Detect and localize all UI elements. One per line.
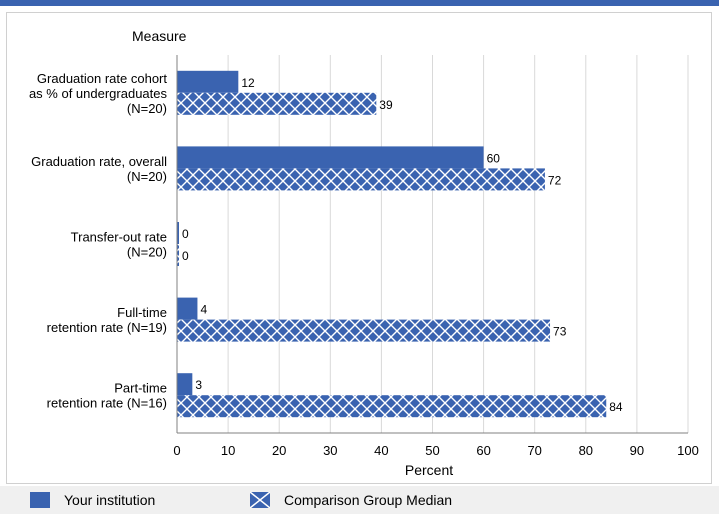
legend-item-your-institution: Your institution	[30, 492, 155, 508]
bar-chart: Measure 12 39 60 72 0 0 4 73 3 84 Graduation rate…	[29, 28, 699, 478]
category-label: (N=20)	[127, 101, 167, 116]
grid	[227, 55, 689, 433]
legend-swatch-crosshatch	[250, 492, 270, 508]
data-label: 39	[379, 98, 393, 112]
bar-comparison-median	[177, 92, 377, 115]
data-label: 60	[487, 151, 501, 165]
data-label: 73	[553, 325, 567, 339]
x-tick-label: 10	[221, 443, 235, 458]
category-label: Graduation rate, overall	[31, 154, 167, 169]
data-label: 84	[609, 400, 623, 414]
legend-label-1: Comparison Group Median	[284, 492, 453, 508]
data-label: 0	[182, 249, 189, 263]
x-axis: 0 10 20 30 40 50 60 70 80 90 100	[173, 55, 699, 458]
x-tick-label: 70	[527, 443, 541, 458]
category-label: (N=20)	[127, 169, 167, 184]
chart-frame: Measure 12 39 60 72 0 0 4 73 3 84 Graduation rate…	[6, 12, 712, 484]
data-label: 0	[182, 227, 189, 241]
data-label: 4	[200, 303, 207, 317]
category-label: Part-time	[114, 381, 167, 396]
x-tick-label: 90	[630, 443, 644, 458]
bar-comparison-median	[177, 244, 179, 266]
x-tick-label: 40	[374, 443, 388, 458]
data-label: 12	[241, 76, 255, 90]
legend-item-comparison-median: Comparison Group Median	[250, 492, 452, 508]
category-label: Full-time	[117, 305, 167, 320]
data-label: 3	[195, 378, 202, 392]
x-tick-label: 50	[425, 443, 439, 458]
legend-swatch-solid	[30, 492, 50, 508]
x-tick-label: 0	[173, 443, 180, 458]
legend: Your institution Comparison Group Median	[0, 486, 719, 514]
x-tick-label: 20	[272, 443, 286, 458]
bar-your-institution	[177, 297, 198, 320]
data-label: 72	[548, 173, 562, 187]
category-label: retention rate (N=19)	[47, 320, 167, 335]
x-tick-label: 80	[579, 443, 593, 458]
y-axis-header: Measure	[132, 28, 187, 44]
bar-comparison-median	[177, 168, 545, 191]
bar-your-institution	[177, 146, 484, 169]
category-label: (N=20)	[127, 245, 167, 260]
x-tick-label: 60	[476, 443, 490, 458]
category-label: Transfer-out rate	[71, 230, 167, 245]
top-accent-bar	[0, 0, 719, 6]
bar-your-institution	[177, 222, 179, 244]
category-label: retention rate (N=16)	[47, 396, 167, 411]
category-label: as % of undergraduates	[29, 86, 168, 101]
x-axis-label: Percent	[405, 462, 453, 478]
category-label: Graduation rate cohort	[37, 71, 167, 86]
bar-comparison-median	[177, 395, 607, 418]
x-tick-label: 30	[323, 443, 337, 458]
bars: 12 39 60 72 0 0 4 73 3 84	[177, 70, 623, 418]
bar-comparison-median	[177, 319, 551, 342]
bar-your-institution	[177, 70, 239, 93]
bar-your-institution	[177, 373, 193, 396]
legend-label-0: Your institution	[64, 492, 156, 508]
x-tick-label: 100	[677, 443, 699, 458]
